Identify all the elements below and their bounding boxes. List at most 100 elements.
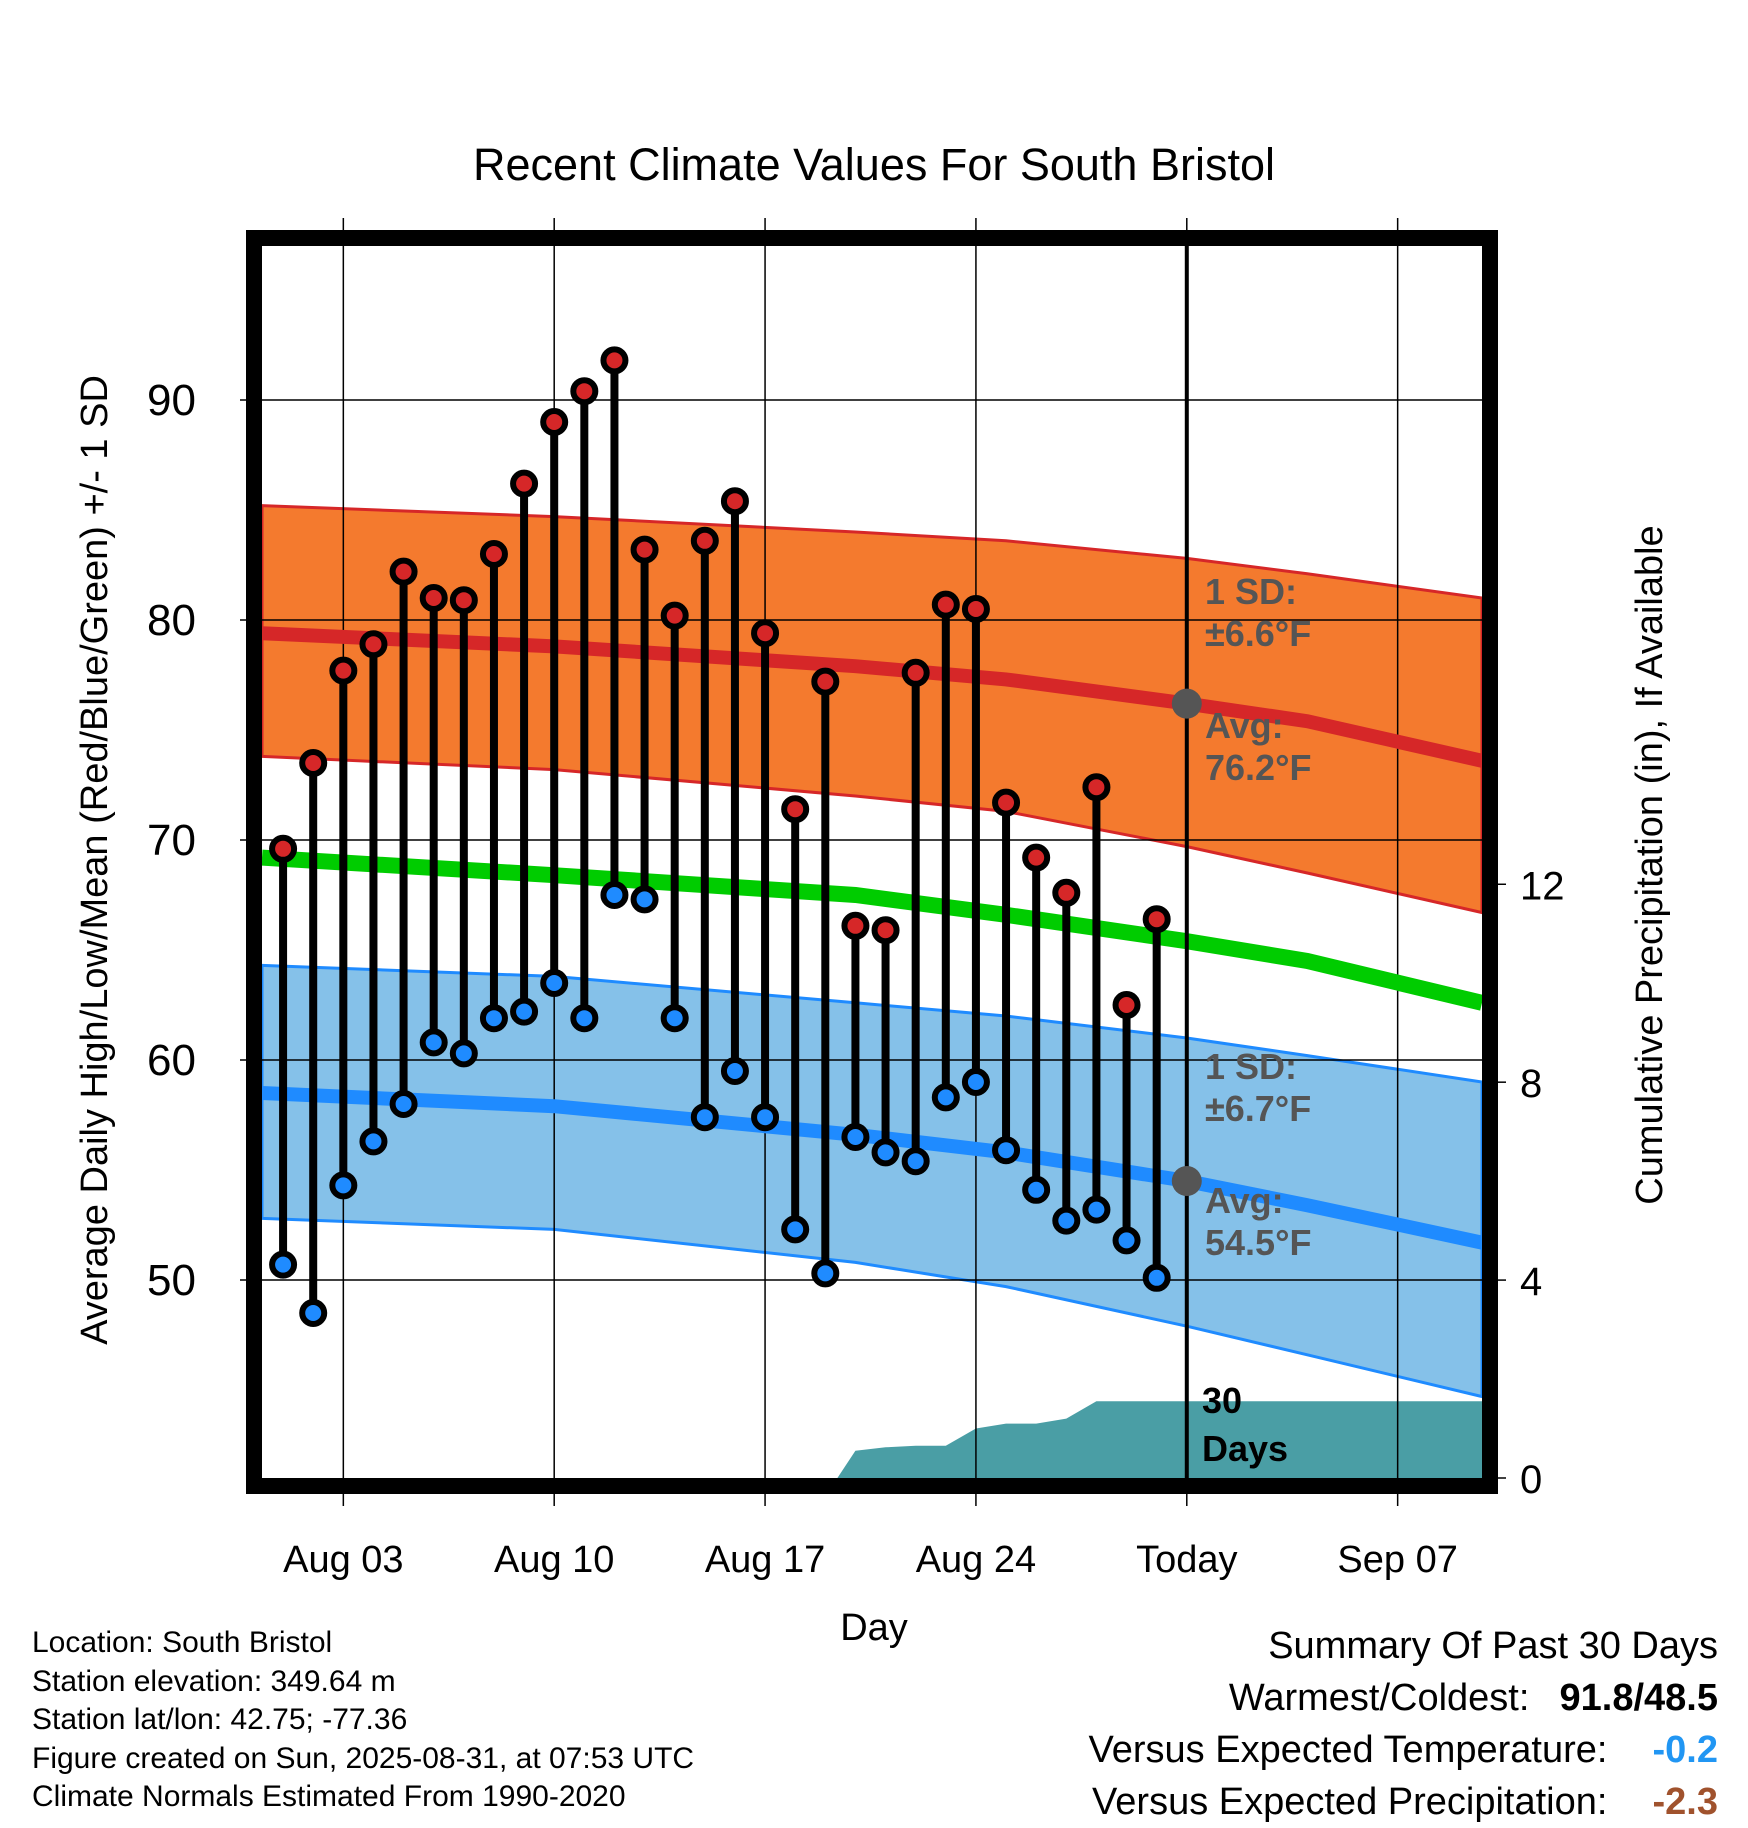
daily-low-marker xyxy=(811,1259,840,1288)
daily-high-marker xyxy=(299,749,328,777)
daily-high-marker xyxy=(540,408,569,436)
daily-high-marker xyxy=(329,656,358,685)
daily-high-marker xyxy=(449,586,478,615)
x-axis-label: Day xyxy=(840,1607,908,1649)
y-axis-left-label: Average Daily High/Low/Mean (Red/Blue/Gr… xyxy=(74,375,116,1345)
daily-high-marker xyxy=(630,535,659,564)
warm-cold-value: 91.8/48.5 xyxy=(1559,1677,1718,1719)
daily-low-marker xyxy=(600,881,629,909)
versus-temp-row: Versus Expected Temperature: -0.2 xyxy=(1089,1724,1718,1776)
high-annotation: 1 SD: ±6.6°F Avg: 76.2°F xyxy=(1205,571,1311,788)
x-tick-label: Aug 17 xyxy=(705,1539,825,1581)
daily-high-marker xyxy=(1022,843,1051,872)
elevation-text: Station elevation: 349.64 m xyxy=(32,1664,396,1698)
daily-low-marker xyxy=(329,1171,358,1200)
latlon-text: Station lat/lon: 42.75; -77.36 xyxy=(32,1703,408,1736)
plot-inner xyxy=(262,246,1482,1478)
high-sd-value: ±6.6°F xyxy=(1205,613,1311,654)
y-axis-right-label: Cumulative Precipitation (in), If Availa… xyxy=(1629,525,1671,1204)
y-left-tick-label: 70 xyxy=(147,816,196,865)
high-avg-label: Avg: xyxy=(1205,705,1284,746)
location-text: Location: South Bristol xyxy=(32,1626,333,1659)
x-tick-label: Sep 07 xyxy=(1337,1539,1457,1581)
daily-high-marker xyxy=(479,540,508,568)
daily-low-marker xyxy=(359,1127,388,1156)
low-avg-label: Avg: xyxy=(1205,1180,1284,1221)
daily-high-marker xyxy=(961,595,990,623)
summary-title: Summary Of Past 30 Days xyxy=(1268,1625,1718,1667)
daily-high-marker xyxy=(781,795,810,824)
daily-high-marker xyxy=(901,658,930,687)
high-avg-value: 76.2°F xyxy=(1205,747,1311,788)
daily-high-marker xyxy=(871,916,900,945)
daily-low-marker xyxy=(299,1299,328,1327)
daily-values xyxy=(269,346,1171,1327)
daily-low-marker xyxy=(841,1123,870,1151)
daily-high-marker xyxy=(1112,991,1141,1019)
daily-low-marker xyxy=(690,1103,719,1132)
today-low-normal-marker xyxy=(1171,1166,1202,1196)
daily-high-marker xyxy=(841,911,870,940)
warm-cold-label: Warmest/Coldest: xyxy=(1228,1677,1530,1719)
daily-high-marker xyxy=(1052,878,1081,907)
x-tick-label: Today xyxy=(1136,1539,1237,1581)
days-label: Days xyxy=(1202,1428,1288,1469)
daily-low-marker xyxy=(1052,1206,1081,1235)
normals-text: Climate Normals Estimated From 1990-2020 xyxy=(32,1780,626,1813)
versus-temp-value: -0.2 xyxy=(1652,1729,1718,1771)
daily-high-marker xyxy=(660,601,689,630)
days-count: 30 xyxy=(1202,1380,1242,1421)
daily-high-marker xyxy=(359,630,388,659)
today-high-normal-marker xyxy=(1171,688,1202,719)
high-sd-label: 1 SD: xyxy=(1205,571,1297,612)
days-annotation: 30 Days xyxy=(1202,1380,1288,1469)
daily-low-marker xyxy=(1112,1226,1141,1255)
daily-high-marker xyxy=(690,526,719,555)
daily-high-marker xyxy=(992,788,1021,817)
y-left-tick-label: 60 xyxy=(147,1036,196,1085)
x-tick-label: Aug 24 xyxy=(916,1539,1036,1581)
y-right-tick-label: 4 xyxy=(1520,1260,1542,1304)
high-normal-band xyxy=(262,504,1482,915)
plot-area: 50 60 70 80 90 0 4 8 12 Aug 03 Aug 10 Aug 17 Aug 24 T… xyxy=(147,218,1565,1581)
daily-low-marker xyxy=(1082,1195,1111,1224)
versus-precip-label: Versus Expected Precipitation: xyxy=(1092,1781,1608,1823)
daily-low-marker xyxy=(961,1068,990,1096)
daily-low-marker xyxy=(720,1057,749,1085)
daily-low-marker xyxy=(479,1004,508,1033)
daily-high-marker xyxy=(269,834,298,863)
daily-low-marker xyxy=(540,969,569,997)
station-info: Location: South Bristol Station elevatio… xyxy=(32,1624,694,1817)
daily-low-marker xyxy=(630,885,659,914)
versus-temp-label: Versus Expected Temperature: xyxy=(1088,1729,1608,1771)
daily-low-marker xyxy=(1022,1175,1051,1204)
warm-cold-row: Warmest/Coldest: 91.8/48.5 xyxy=(1089,1672,1718,1724)
low-normal-band xyxy=(262,963,1482,1399)
summary-panel: Summary Of Past 30 Days Warmest/Coldest:… xyxy=(1089,1620,1718,1828)
daily-low-marker xyxy=(269,1250,298,1279)
x-tick-label: Aug 10 xyxy=(494,1539,614,1581)
daily-low-marker xyxy=(419,1028,448,1057)
daily-high-marker xyxy=(510,469,539,498)
daily-high-marker xyxy=(389,557,418,586)
y-left-tick-label: 50 xyxy=(147,1256,196,1305)
daily-high-marker xyxy=(931,590,960,619)
y-left-tick-label: 80 xyxy=(147,596,196,645)
daily-low-marker xyxy=(931,1083,960,1112)
y-right-tick-label: 12 xyxy=(1520,864,1565,908)
y-left-tick-label: 90 xyxy=(147,376,196,425)
daily-low-marker xyxy=(660,1004,689,1033)
daily-low-marker xyxy=(901,1147,930,1176)
daily-high-marker xyxy=(570,377,599,406)
low-sd-label: 1 SD: xyxy=(1205,1046,1297,1087)
daily-high-marker xyxy=(1082,773,1111,802)
daily-high-marker xyxy=(600,346,629,375)
daily-low-marker xyxy=(510,997,539,1026)
x-tick-label: Aug 03 xyxy=(283,1539,403,1581)
y-right-tick-label: 8 xyxy=(1520,1062,1542,1106)
daily-high-marker xyxy=(419,584,448,612)
low-sd-value: ±6.7°F xyxy=(1205,1088,1311,1129)
daily-low-marker xyxy=(389,1090,418,1118)
precipitation-area xyxy=(837,1401,1482,1478)
